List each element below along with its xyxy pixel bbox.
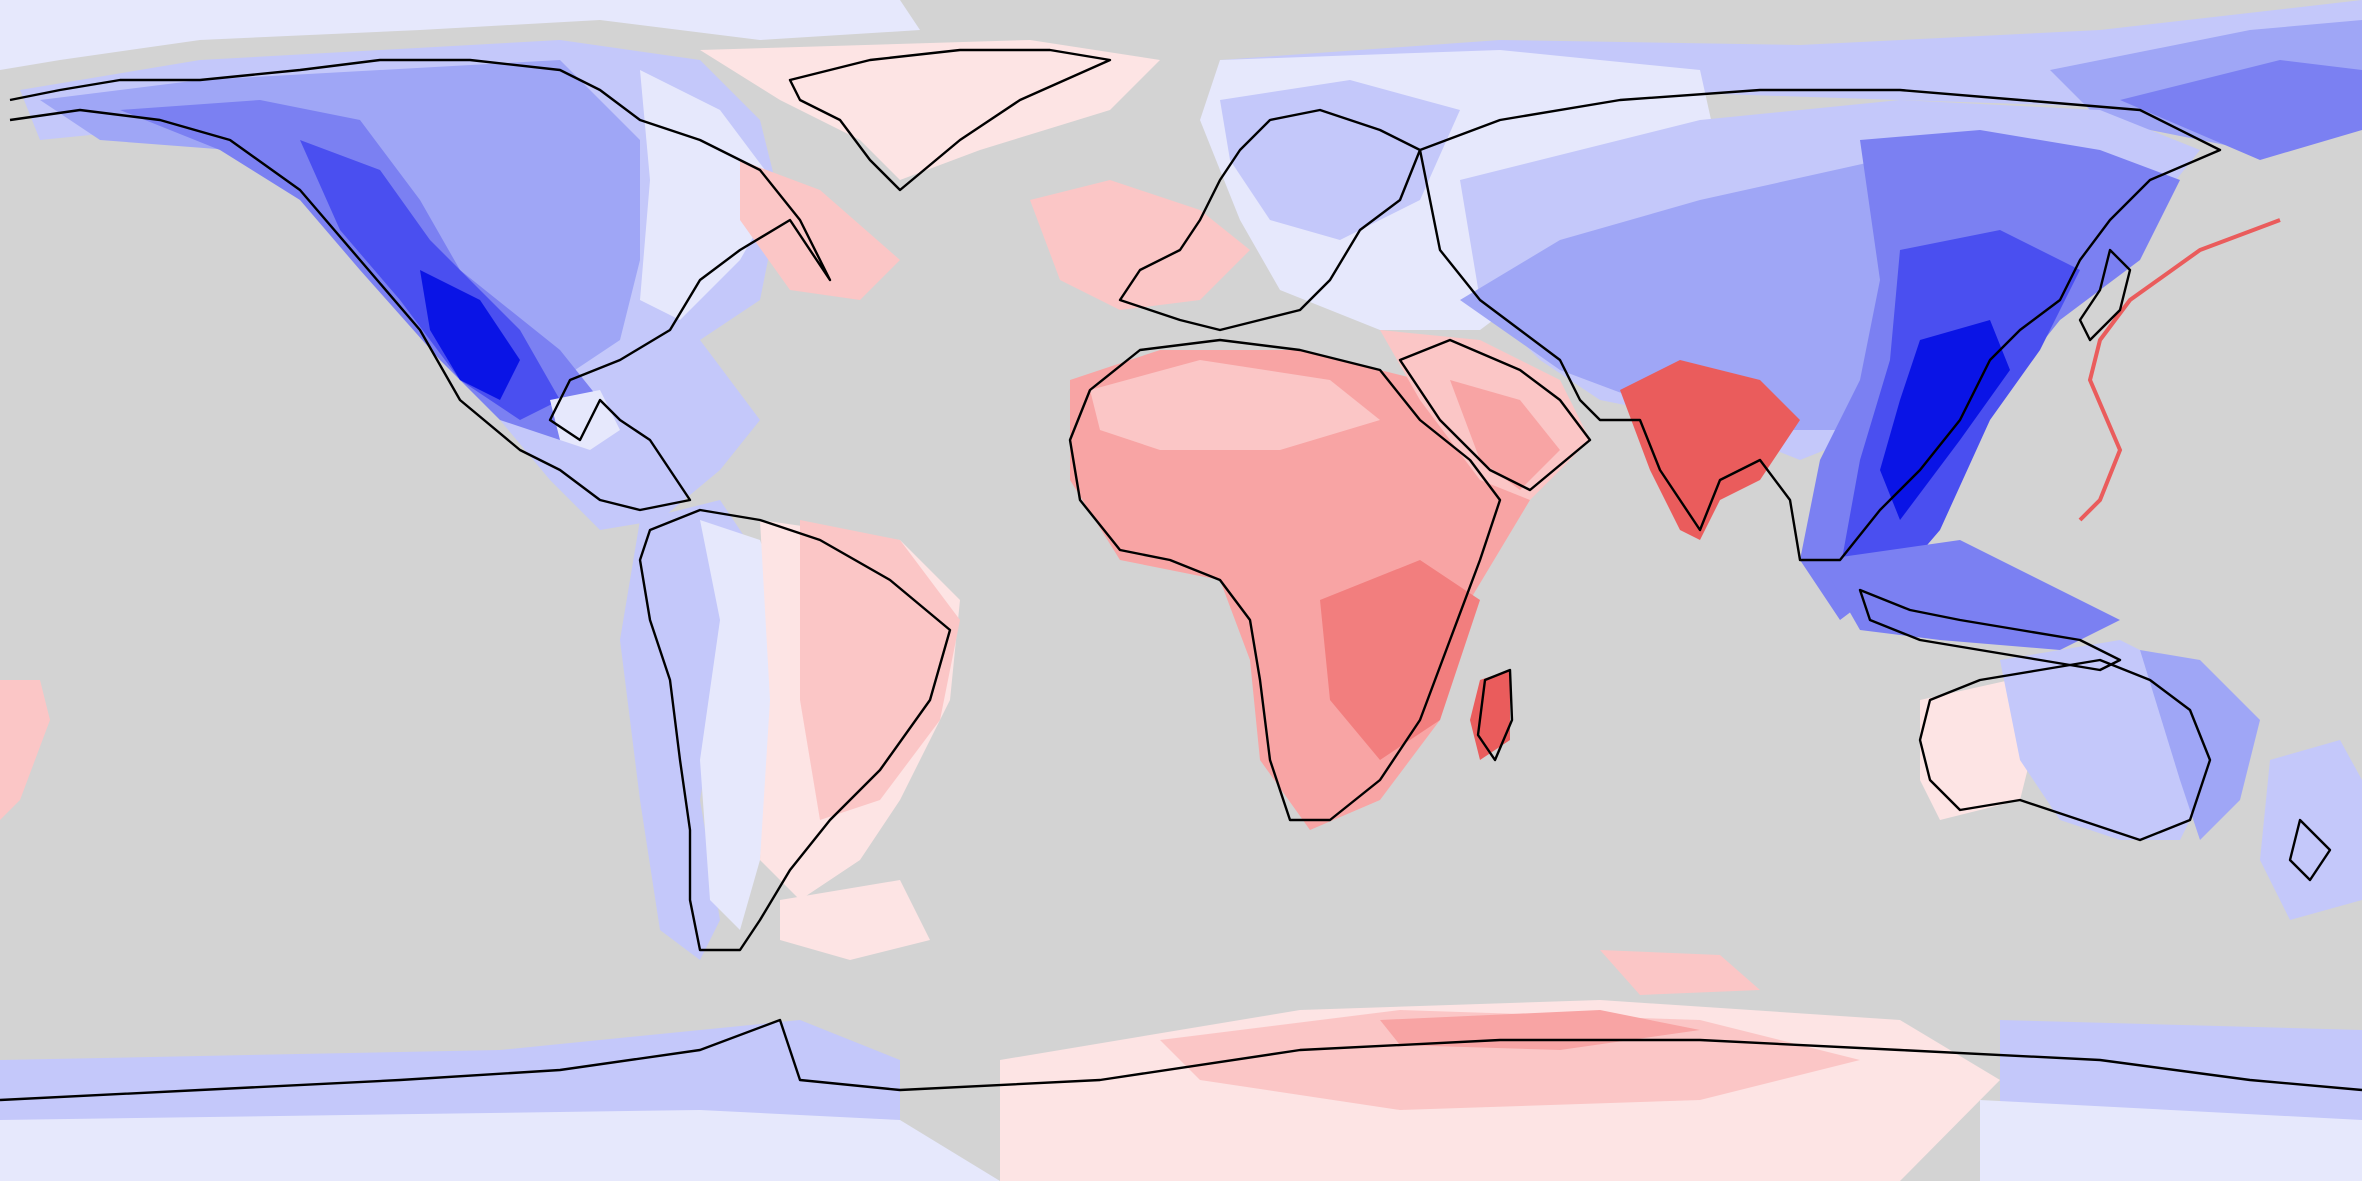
antarctic-cool-2 [0, 1110, 1000, 1181]
